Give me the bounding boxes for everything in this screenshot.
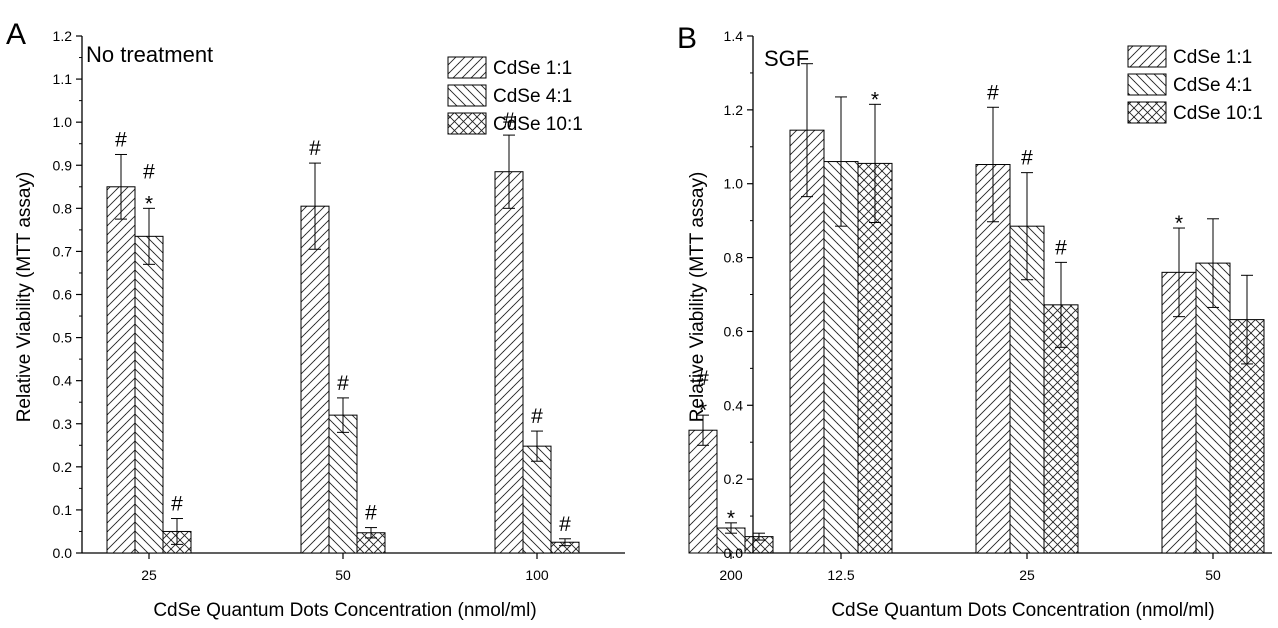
y-tick-label: 0.7: [53, 243, 73, 259]
bar: [789, 129, 825, 554]
bars-a: # * # # # # # # # # * # *: [106, 109, 774, 554]
legend-label: CdSe 10:1: [493, 114, 583, 135]
y-tick-label: 1.0: [53, 114, 73, 130]
y-tick-label: 0.2: [724, 471, 744, 487]
panel-a: A No treatment Relative Viability (MTT a…: [6, 18, 774, 621]
significance-hash: #: [365, 502, 377, 525]
bar: [975, 164, 1011, 554]
y-tick-label: 0.1: [53, 502, 73, 518]
significance-hash: #: [503, 109, 515, 132]
y-tick-label: 1.1: [53, 71, 73, 87]
panel-letter-a: A: [6, 18, 26, 51]
bar: [1195, 262, 1231, 554]
y-tick-label: 0.6: [53, 287, 73, 303]
y-tick-label: 1.2: [724, 102, 744, 118]
significance-hash: #: [531, 405, 543, 428]
x-tick-label: 200: [719, 567, 743, 583]
bar: [1009, 225, 1045, 554]
significance-hash: #: [697, 367, 709, 390]
legend-b: CdSe 1:1 CdSe 4:1 CdSe 10:1: [1127, 45, 1263, 124]
legend-label: CdSe 1:1: [493, 58, 572, 79]
x-axis-title-a: CdSe Quantum Dots Concentration (nmol/ml…: [153, 600, 536, 621]
bars-b: * # # # *: [789, 63, 1265, 554]
y-tick-label: 0.6: [724, 323, 744, 339]
bar: [522, 445, 552, 554]
y-tick-label: 0.4: [724, 397, 744, 413]
bar: [106, 186, 136, 554]
y-tick-label: 0.0: [724, 545, 744, 561]
y-axis-title-b: Relative Viability (MTT assay): [687, 172, 708, 423]
x-tick-label: 25: [141, 567, 157, 583]
y-axis-title-a: Relative Viability (MTT assay): [14, 172, 35, 423]
condition-label-sgf: SGF: [764, 46, 809, 71]
y-tick-label: 0.8: [53, 200, 73, 216]
legend-swatch: [447, 84, 487, 107]
significance-star: *: [727, 507, 735, 530]
x-tick-label: 50: [335, 567, 351, 583]
significance-hash: #: [309, 137, 321, 160]
axes-a: 0.0 0.1 0.2 0.3 0.4 0.5 0.6 0.7 0.8 0.9 1.0 1.1 1.2 2…: [53, 28, 743, 583]
legend-swatch: [447, 112, 487, 135]
significance-hash: #: [115, 128, 127, 151]
y-tick-label: 1.4: [724, 28, 744, 44]
legend-label: CdSe 1:1: [1173, 47, 1252, 68]
significance-hash: #: [1055, 236, 1067, 259]
x-axis-title-b: CdSe Quantum Dots Concentration (nmol/ml…: [831, 600, 1214, 621]
bar: [134, 235, 164, 554]
bar: [328, 414, 358, 554]
legend-swatch: [1127, 45, 1167, 68]
bar: [494, 171, 524, 554]
significance-star: *: [1175, 212, 1183, 235]
significance-hash: #: [559, 513, 571, 536]
panel-b: B SGF Relative Viability (MTT assay) CdS…: [677, 22, 1272, 621]
significance-star: *: [145, 192, 153, 215]
y-tick-label: 0.5: [53, 330, 73, 346]
y-tick-label: 0.4: [53, 373, 73, 389]
significance-hash: #: [143, 160, 155, 183]
significance-star: *: [699, 399, 707, 422]
significance-hash: #: [171, 493, 183, 516]
x-tick-label: 100: [525, 567, 549, 583]
y-tick-label: 1.2: [53, 28, 73, 44]
y-tick-label: 0.0: [53, 545, 73, 561]
x-tick-label: 12.5: [827, 567, 854, 583]
x-tick-label: 25: [1019, 567, 1035, 583]
y-tick-label: 0.8: [724, 250, 744, 266]
significance-star: *: [871, 88, 879, 111]
bar: [688, 429, 718, 554]
legend-swatch: [447, 56, 487, 79]
significance-hash: #: [337, 372, 349, 395]
y-tick-label: 0.2: [53, 459, 73, 475]
legend-label: CdSe 4:1: [493, 86, 572, 107]
legend-label: CdSe 4:1: [1173, 75, 1252, 96]
significance-hash: #: [987, 81, 999, 104]
y-tick-label: 0.3: [53, 416, 73, 432]
legend-a: CdSe 1:1 CdSe 4:1 CdSe 10:1: [447, 56, 583, 135]
bar: [300, 205, 330, 554]
y-tick-label: 1.0: [724, 176, 744, 192]
legend-label: CdSe 10:1: [1173, 103, 1263, 124]
legend-swatch: [1127, 101, 1167, 124]
panel-letter-b: B: [677, 22, 697, 55]
condition-label-no-treatment: No treatment: [86, 42, 213, 67]
legend-swatch: [1127, 73, 1167, 96]
y-tick-label: 0.9: [53, 157, 73, 173]
significance-hash: #: [1021, 147, 1033, 170]
x-tick-label: 50: [1205, 567, 1221, 583]
